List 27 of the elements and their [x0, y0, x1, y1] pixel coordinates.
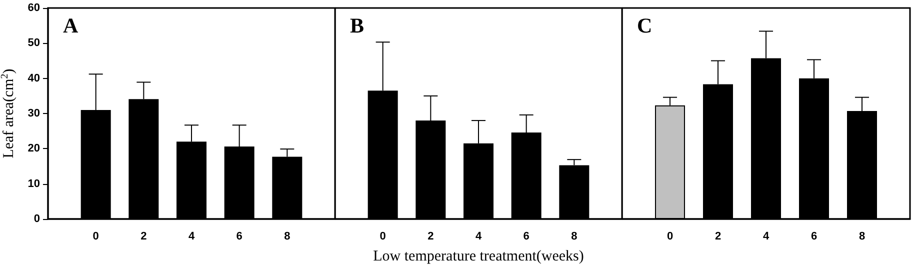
- x-tick-label: 4: [188, 230, 196, 242]
- chart-title: A: [63, 14, 79, 38]
- x-tick-label: 8: [284, 230, 290, 242]
- y-tick-label: 50: [28, 37, 40, 50]
- x-tick-label: 2: [428, 230, 434, 242]
- x-axis-title: Low temperature treatment(weeks): [373, 248, 584, 264]
- y-tick-label: 30: [28, 108, 40, 120]
- x-tick-label: 4: [475, 230, 482, 242]
- x-tick-label: 6: [236, 230, 242, 242]
- y-tick-label: 20: [28, 142, 40, 155]
- x-tick-label: 6: [523, 230, 530, 242]
- x-tick-label: 0: [92, 230, 99, 242]
- chart-title: B: [350, 14, 364, 38]
- x-tick-label: 2: [714, 230, 722, 242]
- y-tick-label: 40: [28, 72, 40, 84]
- x-tick-label: 0: [666, 230, 674, 242]
- y-tick-label: 0: [34, 213, 40, 225]
- x-tick-label: 0: [380, 230, 386, 242]
- x-tick-label: 8: [858, 230, 866, 242]
- y-tick-label: 10: [28, 178, 40, 190]
- x-tick-label: 6: [810, 230, 818, 242]
- x-tick-label: 2: [140, 230, 147, 242]
- y-axis-title: Leaf area(cm2): [0, 68, 17, 158]
- y-tick-label: 60: [28, 2, 40, 14]
- x-tick-label: 8: [571, 230, 578, 242]
- chart-title: C: [637, 14, 652, 38]
- x-tick-label: 4: [762, 230, 770, 242]
